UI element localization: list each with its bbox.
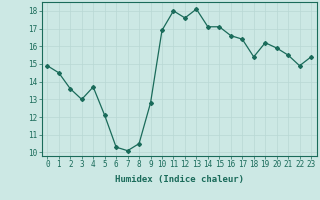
X-axis label: Humidex (Indice chaleur): Humidex (Indice chaleur) xyxy=(115,175,244,184)
